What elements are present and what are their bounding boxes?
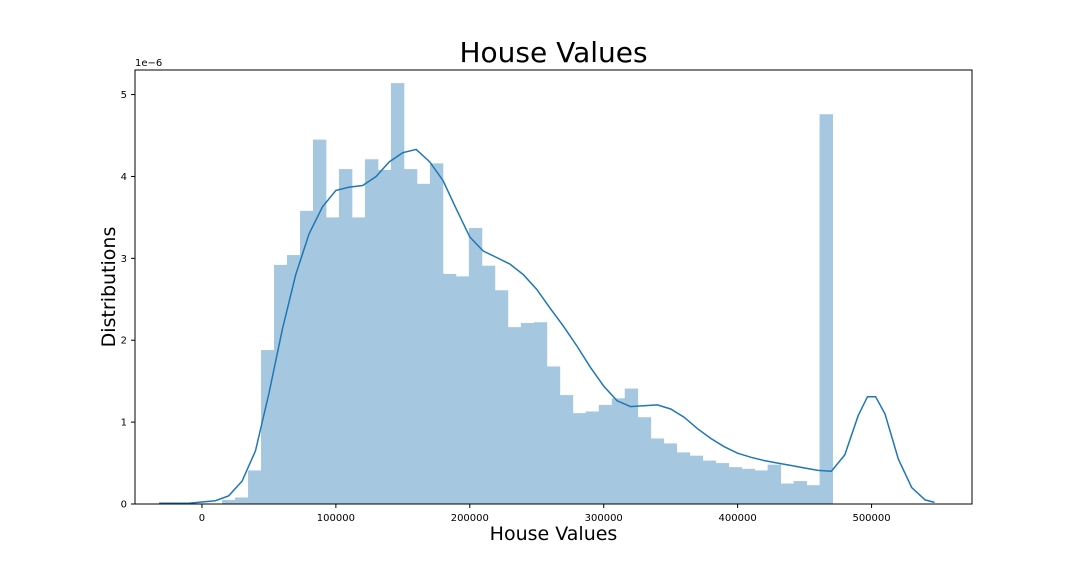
histogram-bar [222,499,236,504]
histogram-bar [559,395,574,504]
kde-curve [159,148,935,504]
y-tick-label: 0 [121,500,127,511]
x-tick-label: 400000 [719,513,757,524]
histogram-bar [624,388,639,504]
y-tick-label: 2 [121,336,127,347]
plot-frame [134,69,973,505]
x-axis-label: House Values [490,523,618,545]
y-tick-label: 3 [121,254,127,265]
histogram-bar [299,210,314,504]
histogram-bar [494,290,509,504]
histogram-bar [274,264,288,504]
histogram-bar [546,366,561,504]
histogram-bar [598,404,613,504]
y-tick-label: 1 [121,418,127,429]
histogram-bar [819,114,833,504]
histogram-bar [261,350,275,504]
histogram-bar [637,417,652,504]
y-axis: 0 1 2 3 4 5 [121,90,135,511]
histogram-bars [222,83,833,505]
histogram-bar [286,255,301,504]
x-axis: 0 100000 200000 300000 400000 500000 [199,504,891,524]
histogram-bar [416,183,431,505]
histogram-bar [754,470,769,504]
histogram-bar [572,413,587,504]
histogram-bar [377,169,392,504]
histogram-bar [403,169,418,505]
histogram-bar [442,273,457,504]
histogram-bar [520,323,535,504]
histogram-bar [650,438,665,504]
histogram-bar [585,411,600,504]
histogram-bar [235,497,249,504]
histogram-bar [715,463,730,504]
x-tick-label: 300000 [585,513,623,524]
histogram-bar [351,217,366,504]
histogram-bar [780,483,795,504]
histogram-bar [676,452,691,504]
x-tick-label: 200000 [451,513,489,524]
histogram-bar [663,443,678,504]
histogram-bar [312,139,327,505]
histogram-bar [728,467,743,504]
histogram-bar [325,217,340,504]
histogram-bar [767,464,782,504]
histogram-bar [429,163,444,504]
histogram-bar [338,169,353,505]
x-tick-label: 500000 [852,513,890,524]
y-offset-label: 1e−6 [135,58,162,69]
histogram-bar [806,485,820,504]
histogram-bar [507,327,522,504]
histogram-bar [481,265,496,504]
histogram-bar [702,460,717,504]
histogram-bar [248,470,262,504]
histogram-bar [689,455,704,504]
histogram-bar [611,398,626,504]
chart-title: House Values [459,36,647,69]
histogram-bar [533,322,548,504]
histogram-bar [741,468,756,504]
histogram-bar [390,83,405,505]
x-tick-label: 100000 [317,513,355,524]
histogram-bar [468,228,483,504]
y-tick-label: 4 [121,172,127,183]
histogram-bar [455,276,470,504]
histogram-bar [364,159,379,505]
x-tick-label: 0 [199,513,205,524]
y-axis-label: Distributions [98,227,120,348]
histogram-bar [793,481,808,504]
y-tick-label: 5 [121,90,127,101]
